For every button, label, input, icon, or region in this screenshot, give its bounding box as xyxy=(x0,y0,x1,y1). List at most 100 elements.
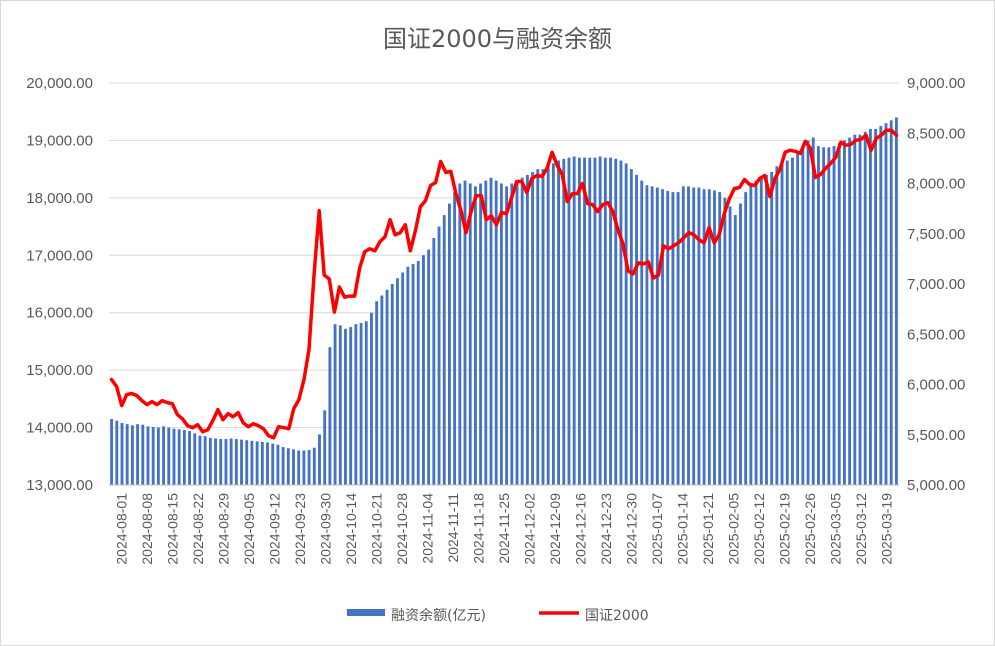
bar xyxy=(380,295,384,485)
bar xyxy=(354,324,358,485)
bar xyxy=(271,443,275,485)
right-axis-tick-label: 6,000.00 xyxy=(907,377,965,394)
x-axis-tick-label: 2024-10-28 xyxy=(394,493,410,565)
bar xyxy=(198,435,202,485)
bar xyxy=(874,128,878,485)
bar xyxy=(603,157,607,485)
legend-label-line: 国证2000 xyxy=(585,608,649,624)
legend-swatch-bar xyxy=(347,609,385,616)
bar xyxy=(577,157,581,485)
right-axis-tick-label: 7,500.00 xyxy=(907,226,965,243)
bar xyxy=(697,187,701,485)
bar xyxy=(858,134,862,485)
bar xyxy=(437,226,441,486)
bar xyxy=(676,192,680,485)
x-axis-tick-label: 2025-03-12 xyxy=(853,493,869,565)
bar xyxy=(333,324,337,485)
bar xyxy=(645,185,649,486)
bar xyxy=(827,147,831,485)
bar xyxy=(276,444,280,485)
bar xyxy=(479,183,483,485)
bar xyxy=(115,420,119,485)
bar xyxy=(525,174,529,485)
bar xyxy=(260,441,264,485)
bar xyxy=(110,418,114,485)
bar xyxy=(739,203,742,485)
bar xyxy=(541,169,545,485)
bar xyxy=(375,301,379,485)
bar xyxy=(484,180,488,485)
bar xyxy=(344,328,347,485)
bar xyxy=(759,177,763,485)
x-axis-tick-label: 2025-03-05 xyxy=(827,493,843,565)
right-axis-tick-label: 6,500.00 xyxy=(907,326,965,343)
x-axis-tick-label: 2024-08-08 xyxy=(139,493,155,565)
bar xyxy=(510,183,514,485)
x-axis-tick-label: 2025-03-19 xyxy=(878,493,894,565)
bar xyxy=(442,215,446,486)
left-axis-tick-label: 18,000.00 xyxy=(26,190,93,207)
bar xyxy=(817,146,820,485)
bar xyxy=(411,263,415,485)
bar xyxy=(661,189,664,485)
bar xyxy=(156,427,160,485)
bar xyxy=(728,206,732,485)
bar xyxy=(146,426,150,485)
bar xyxy=(224,439,228,485)
bar xyxy=(505,186,509,485)
right-axis-tick-label: 7,000.00 xyxy=(907,276,965,293)
right-axis-tick-label: 9,000.00 xyxy=(907,75,965,92)
bar xyxy=(801,146,805,485)
bar xyxy=(349,327,353,485)
x-axis-tick-label: 2025-02-26 xyxy=(802,493,818,565)
bar xyxy=(614,158,618,485)
bar xyxy=(832,146,836,485)
bar xyxy=(447,203,451,485)
bar xyxy=(307,449,311,485)
bar xyxy=(671,192,675,485)
bar xyxy=(588,157,592,485)
bar xyxy=(130,425,134,485)
bar xyxy=(848,137,852,486)
bar xyxy=(619,160,623,485)
bar xyxy=(494,180,498,485)
bar xyxy=(640,180,644,485)
bar xyxy=(292,449,295,485)
bar xyxy=(177,429,181,485)
x-axis-tick-label: 2024-08-15 xyxy=(165,493,181,565)
x-axis-tick-label: 2024-12-30 xyxy=(623,493,639,565)
right-axis-tick-label: 8,500.00 xyxy=(907,125,965,142)
bar xyxy=(635,174,638,485)
bar xyxy=(458,183,462,485)
bar xyxy=(749,183,753,485)
bar xyxy=(323,410,327,485)
x-axis-tick-label: 2024-10-21 xyxy=(369,493,385,565)
line-series-guozheng2000 xyxy=(109,128,899,440)
bar xyxy=(723,197,727,485)
bar xyxy=(562,158,566,485)
bar xyxy=(370,312,373,485)
bar xyxy=(609,157,612,485)
bar xyxy=(141,424,145,485)
bar xyxy=(167,427,171,485)
chart-title: 国证2000与融资余额 xyxy=(382,25,613,53)
bar xyxy=(713,190,716,486)
bar xyxy=(125,424,129,485)
bar xyxy=(842,140,846,485)
x-axis-tick-label: 2024-09-30 xyxy=(318,493,334,565)
x-axis-tick-label: 2025-01-21 xyxy=(700,493,716,565)
bar xyxy=(733,215,737,486)
bar xyxy=(193,433,197,485)
bar xyxy=(396,278,399,485)
bar xyxy=(889,120,893,485)
left-axis-tick-label: 17,000.00 xyxy=(26,247,93,264)
x-axis-tick-label: 2024-10-14 xyxy=(343,493,359,565)
left-axis-tick-label: 15,000.00 xyxy=(26,362,93,379)
x-axis-tick-label: 2025-01-14 xyxy=(674,493,690,565)
bar xyxy=(718,192,722,485)
right-axis-tick-label: 5,000.00 xyxy=(907,477,965,494)
bar xyxy=(572,156,576,485)
bar xyxy=(770,172,774,485)
bar xyxy=(432,238,436,485)
bar xyxy=(785,160,789,485)
